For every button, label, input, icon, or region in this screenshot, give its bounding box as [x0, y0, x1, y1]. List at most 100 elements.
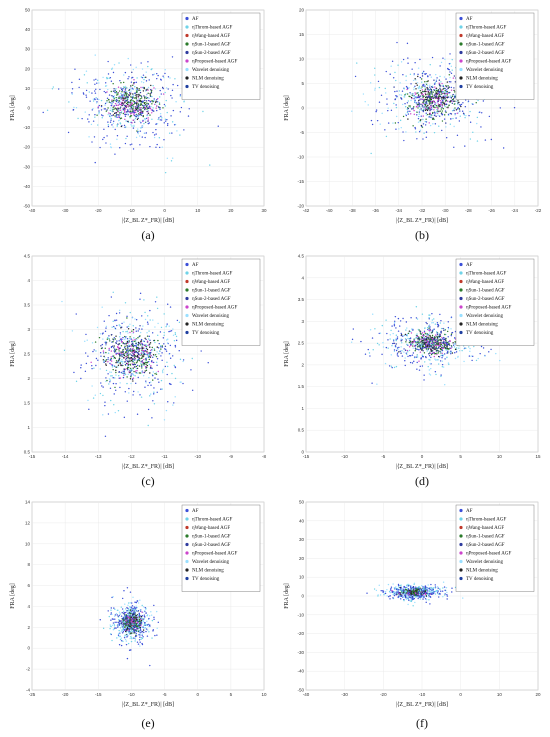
scatter-point: [396, 97, 398, 99]
scatter-point: [141, 371, 143, 373]
scatter-point: [127, 365, 129, 368]
scatter-point: [133, 606, 135, 608]
scatter-point: [405, 85, 408, 88]
scatter-point: [145, 363, 147, 366]
scatter-point: [428, 317, 430, 319]
scatter-point: [164, 91, 166, 94]
scatter-point: [138, 620, 141, 623]
scatter-point: [428, 99, 431, 102]
scatter-point: [369, 329, 372, 331]
scatter-point: [115, 312, 118, 315]
scatter-point: [138, 100, 140, 102]
scatter-point: [410, 113, 412, 115]
scatter-point: [138, 349, 141, 351]
scatter-point: [130, 640, 133, 643]
scatter-point: [432, 111, 434, 114]
scatter-point: [427, 343, 429, 345]
scatter-point: [149, 339, 151, 342]
scatter-point: [115, 319, 118, 321]
scatter-point: [144, 318, 147, 321]
scatter-point: [131, 96, 133, 98]
scatter-point: [429, 336, 431, 338]
scatter-point: [118, 343, 120, 345]
scatter-point: [458, 108, 461, 110]
scatter-point: [154, 634, 156, 637]
scatter-point: [144, 353, 146, 356]
scatter-point: [117, 352, 120, 355]
scatter-point: [120, 125, 123, 128]
scatter-point: [409, 73, 412, 76]
scatter-point: [406, 335, 408, 337]
scatter-point: [424, 109, 427, 112]
scatter-point: [129, 115, 131, 118]
scatter-point: [125, 102, 128, 105]
scatter-point: [109, 76, 112, 79]
scatter-point: [107, 358, 109, 361]
scatter-point: [153, 134, 156, 136]
scatter-point: [142, 115, 144, 118]
scatter-point: [94, 116, 96, 118]
scatter-point: [156, 634, 158, 636]
scatter-point: [445, 90, 447, 93]
y-tick-label: 20: [299, 8, 305, 13]
scatter-point: [121, 102, 124, 104]
scatter-point: [152, 356, 154, 359]
scatter-point: [419, 106, 421, 108]
scatter-point: [162, 337, 165, 339]
scatter-point: [419, 345, 421, 347]
scatter-point: [446, 343, 448, 346]
scatter-point: [445, 339, 447, 341]
scatter-point: [413, 360, 415, 363]
scatter-point: [102, 394, 104, 397]
scatter-point: [97, 106, 100, 108]
scatter-point: [404, 357, 406, 359]
scatter-point: [124, 302, 127, 304]
scatter-point: [421, 84, 424, 86]
scatter-point: [399, 94, 401, 96]
scatter-point: [156, 358, 159, 360]
scatter-point: [83, 93, 85, 95]
scatter-point: [423, 340, 425, 342]
scatter-point: [145, 353, 147, 355]
scatter-point: [407, 344, 409, 346]
scatter-point: [445, 341, 447, 344]
scatter-point: [439, 100, 442, 102]
scatter-point: [143, 101, 145, 104]
scatter-point: [458, 120, 461, 122]
scatter-point: [149, 367, 152, 369]
scatter-point: [430, 97, 433, 99]
scatter-point: [418, 99, 420, 102]
scatter-point: [109, 113, 111, 115]
legend-entry: ηProposed-based AGF: [192, 552, 237, 557]
scatter-point: [92, 397, 95, 399]
scatter-point: [110, 350, 113, 352]
scatter-point: [427, 584, 429, 586]
scatter-point: [407, 118, 409, 120]
scatter-point: [154, 326, 156, 328]
scatter-point: [106, 338, 109, 340]
scatter-point: [157, 74, 159, 77]
scatter-point: [104, 356, 106, 359]
scatter-point: [416, 343, 419, 346]
scatter-point: [113, 97, 115, 99]
scatter-point: [430, 592, 432, 594]
scatter-point: [102, 338, 104, 340]
scatter-point: [126, 400, 128, 402]
scatter-point: [124, 351, 127, 354]
scatter-point: [403, 351, 405, 353]
scatter-point: [408, 87, 410, 89]
scatter-point: [447, 362, 450, 364]
scatter-point: [125, 357, 128, 360]
scatter-point: [147, 352, 149, 355]
scatter-point: [152, 354, 155, 356]
scatter-point: [386, 103, 388, 105]
scatter-point: [130, 354, 133, 356]
scatter-point: [429, 74, 431, 76]
scatter-point: [423, 352, 426, 354]
scatter-point: [131, 317, 134, 319]
scatter-point: [122, 336, 124, 339]
scatter-point: [114, 608, 116, 610]
scatter-point: [166, 339, 168, 341]
scatter-point: [147, 61, 149, 63]
scatter-point: [425, 112, 427, 114]
